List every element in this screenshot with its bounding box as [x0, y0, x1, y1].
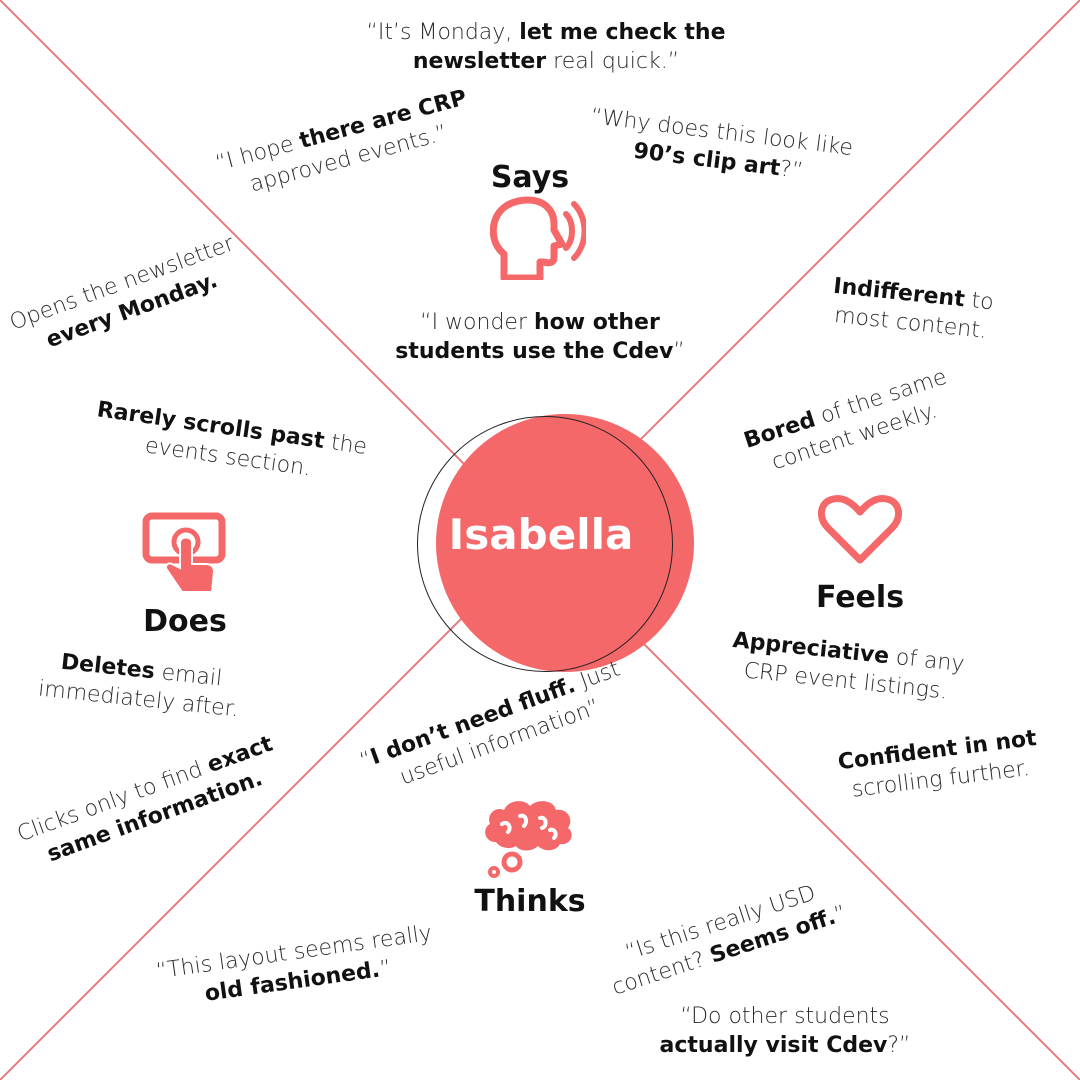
heart-icon	[818, 494, 902, 571]
persona-outline-circle	[417, 416, 673, 672]
thinks-title: Thinks	[474, 884, 586, 919]
says-note-monday: “It’s Monday, let me check the newslette…	[366, 20, 726, 75]
feels-title: Feels	[815, 580, 905, 615]
says-note-wonder: “I wonder how other students use the Cde…	[395, 310, 685, 365]
speaking-head-icon	[489, 196, 588, 285]
says-title: Says	[490, 160, 570, 195]
does-title: Does	[143, 604, 227, 639]
persona-name: Isabella	[448, 510, 634, 559]
thought-cloud-icon	[480, 798, 576, 883]
thinks-note-cdev: “Do other students actually visit Cdev?”	[659, 1004, 911, 1059]
tap-touch-icon	[142, 512, 226, 601]
